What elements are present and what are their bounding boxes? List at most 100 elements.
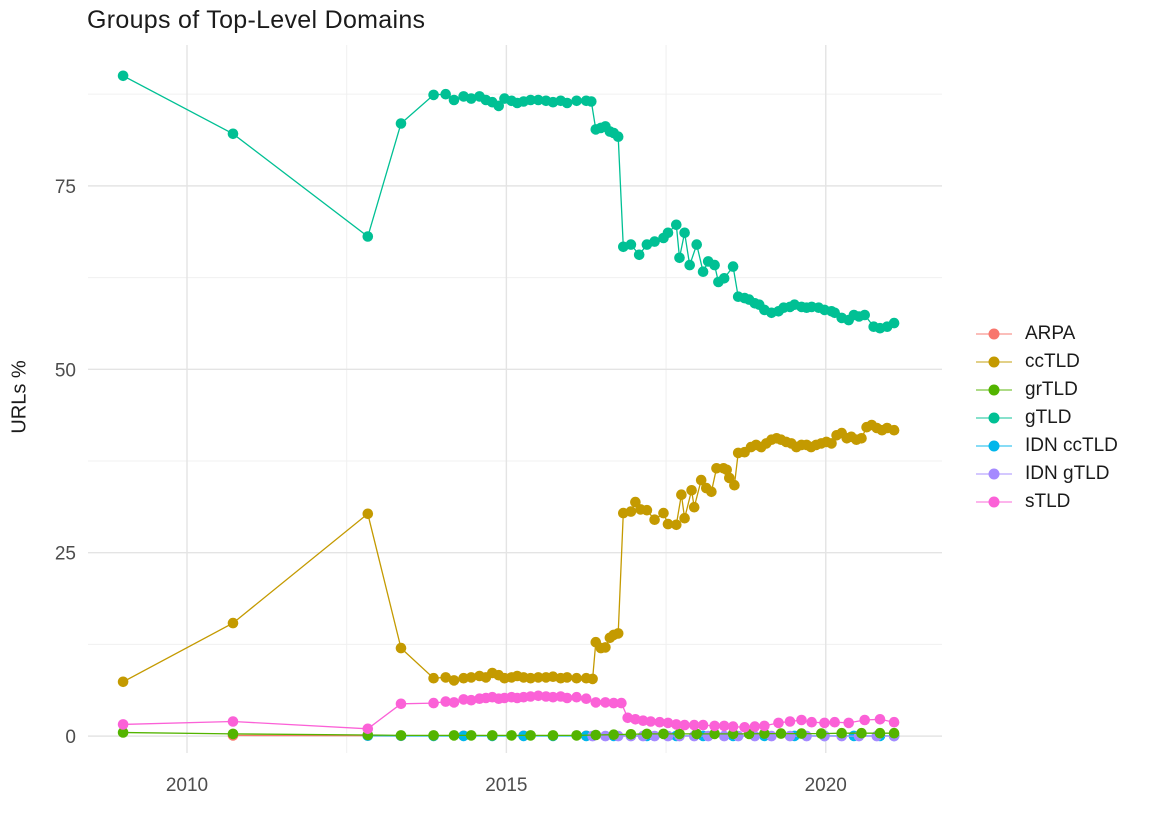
- data-point-stld: [448, 697, 460, 708]
- data-point-cctld: [649, 514, 660, 525]
- legend-key-icon-cctld: [976, 356, 1012, 368]
- legend: ARPA ccTLD grTLD gTLD IDN ccTLD IDN gTLD sTLD: [976, 320, 1118, 516]
- legend-label-arpa: ARPA: [1025, 323, 1076, 344]
- data-point-stld: [796, 714, 807, 726]
- data-point-stld: [227, 716, 239, 727]
- data-point-gtld: [493, 100, 505, 112]
- data-point-gtld: [465, 93, 477, 104]
- data-point-gtld: [117, 70, 129, 82]
- data-point-grtld: [658, 728, 669, 740]
- data-point-stld: [590, 697, 602, 708]
- legend-key-icon-idn-cctld: [976, 440, 1012, 452]
- data-point-gtld: [662, 227, 674, 239]
- data-point-grtld: [691, 728, 702, 740]
- legend-label-grtld: grTLD: [1025, 379, 1078, 400]
- data-point-stld: [465, 694, 477, 706]
- data-point-stld: [428, 697, 439, 709]
- data-point-cctld: [706, 486, 717, 498]
- data-point-stld: [819, 717, 830, 729]
- data-point-cctld: [662, 518, 674, 530]
- data-point-stld: [739, 722, 750, 733]
- data-point-cctld: [641, 504, 653, 516]
- chart-title: Groups of Top-Level Domains: [87, 6, 426, 34]
- series-line-gtld: [122, 75, 895, 329]
- data-point-cctld: [612, 628, 624, 639]
- data-point-stld: [616, 697, 627, 709]
- data-point-grtld: [836, 727, 847, 739]
- data-point-grtld: [674, 728, 685, 740]
- data-point-grtld: [874, 727, 886, 739]
- data-point-grtld: [547, 730, 559, 741]
- legend-label-cctld: ccTLD: [1025, 351, 1080, 372]
- data-point-gtld: [440, 88, 452, 100]
- data-point-cctld: [561, 672, 573, 683]
- data-point-stld: [580, 693, 592, 704]
- data-point-gtld: [625, 239, 637, 250]
- data-point-stld: [571, 691, 582, 703]
- data-point-cctld: [686, 485, 697, 496]
- data-point-cctld: [440, 672, 452, 683]
- data-point-gtld: [649, 236, 660, 247]
- legend-label-idn-cctld: IDN ccTLD: [1025, 435, 1118, 456]
- data-point-cctld: [587, 673, 598, 685]
- x-tick-label: 2010: [166, 775, 208, 796]
- data-point-grtld: [796, 728, 807, 739]
- data-point-cctld: [826, 438, 837, 449]
- data-point-stld: [874, 714, 886, 725]
- data-point-gtld: [586, 96, 597, 107]
- data-point-cctld: [671, 519, 682, 531]
- y-tick-label: 0: [65, 727, 76, 748]
- data-point-gtld: [448, 94, 460, 106]
- data-point-grtld: [227, 728, 239, 740]
- data-point-stld: [829, 716, 840, 728]
- legend-key-icon-grtld: [976, 384, 1012, 396]
- data-point-stld: [608, 697, 619, 709]
- legend-key-icon-arpa: [976, 328, 1012, 340]
- data-point-stld: [709, 720, 720, 732]
- data-point-grtld: [709, 728, 720, 740]
- data-point-stld: [784, 716, 796, 727]
- data-point-cctld: [362, 508, 374, 520]
- data-point-cctld: [679, 512, 690, 524]
- data-point-stld: [525, 691, 536, 702]
- data-point-gtld: [709, 259, 720, 271]
- series-gtld: [117, 70, 900, 334]
- data-point-stld: [688, 719, 700, 731]
- data-point-cctld: [525, 672, 536, 684]
- data-point-stld: [547, 691, 559, 703]
- data-point-cctld: [721, 464, 732, 476]
- legend-item-idn-cctld: IDN ccTLD: [976, 432, 1118, 460]
- data-point-gtld: [612, 131, 624, 142]
- data-point-cctld: [888, 424, 900, 436]
- data-point-gtld: [718, 273, 730, 284]
- data-point-stld: [727, 721, 739, 732]
- data-point-cctld: [676, 489, 687, 501]
- data-point-gtld: [428, 89, 439, 101]
- data-point-grtld: [465, 730, 477, 741]
- data-point-stld: [362, 723, 374, 735]
- data-point-gtld: [525, 94, 536, 106]
- data-point-grtld: [590, 729, 602, 741]
- data-point-cctld: [448, 675, 460, 686]
- data-point-gtld: [633, 249, 645, 261]
- data-point-grtld: [775, 728, 787, 739]
- data-point-cctld: [695, 474, 707, 486]
- data-point-cctld: [600, 642, 611, 653]
- data-point-gtld: [684, 259, 695, 271]
- data-point-cctld: [227, 617, 239, 629]
- data-point-stld: [759, 720, 770, 732]
- data-point-gtld: [888, 317, 900, 329]
- series-stld: [117, 690, 900, 735]
- legend-item-cctld: ccTLD: [976, 348, 1118, 376]
- data-point-grtld: [608, 729, 619, 740]
- data-point-grtld: [117, 727, 129, 738]
- data-point-grtld: [641, 728, 653, 740]
- legend-label-gtld: gTLD: [1025, 407, 1072, 428]
- y-tick-label: 50: [55, 360, 76, 381]
- data-point-cctld: [533, 672, 544, 683]
- legend-key-icon-idn-gtld: [976, 468, 1012, 480]
- data-point-grtld: [759, 728, 770, 739]
- series-grtld: [117, 727, 900, 741]
- data-point-stld: [654, 716, 665, 728]
- data-point-gtld: [674, 252, 685, 264]
